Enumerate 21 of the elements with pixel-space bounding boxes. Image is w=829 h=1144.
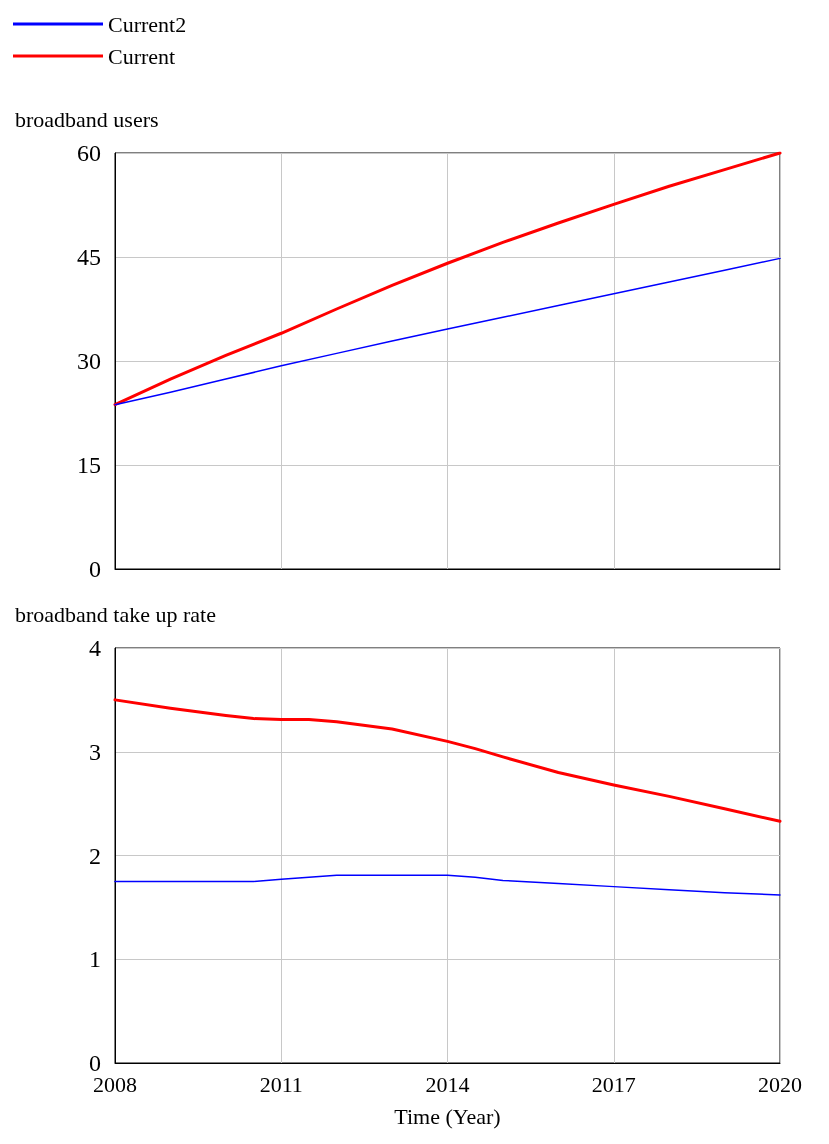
line-series [114,874,781,896]
legend-label: Current2 [108,11,187,37]
y-tick-label: 30 [77,348,101,374]
line-series [114,257,781,406]
x-tick-label: 2011 [259,1071,303,1097]
x-tick-label: 2017 [591,1071,636,1097]
y-axis-title: broadband users [15,106,159,132]
y-tick-label: 2 [89,842,101,869]
y-tick-label: 60 [77,140,101,166]
y-tick-label: 4 [89,635,101,661]
line-series [113,698,782,823]
x-axis-title: Time (Year) [394,1103,501,1129]
y-tick-label: 15 [77,452,101,478]
x-tick-label: 2020 [758,1071,802,1097]
y-tick-label: 3 [89,738,101,765]
y-tick-label: 1 [89,946,101,973]
y-axis-title: broadband take up rate [15,601,216,627]
y-tick-label: 0 [89,556,101,582]
legend-label: Current [108,43,176,69]
y-tick-label: 45 [77,244,101,270]
x-tick-label: 2014 [425,1071,470,1097]
